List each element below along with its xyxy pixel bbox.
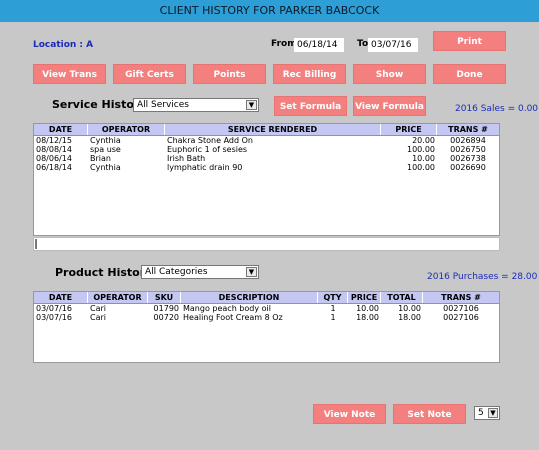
cell-date: 08/12/15 — [36, 136, 72, 145]
cell-operator: Cynthia — [90, 163, 121, 172]
window-title: CLIENT HISTORY FOR PARKER BABCOCK — [159, 4, 380, 17]
service-filter-value: All Services — [137, 100, 189, 110]
cell-sku: 00720 — [153, 313, 179, 322]
to-label: To — [357, 39, 369, 49]
cell-total: 10.00 — [398, 304, 421, 313]
window-title-bar: CLIENT HISTORY FOR PARKER BABCOCK — [0, 0, 539, 22]
product-col-qty: QTY — [318, 292, 348, 303]
service-filter-select[interactable]: All Services ▼ — [133, 98, 259, 112]
cell-qty: 1 — [330, 304, 336, 313]
chevron-down-icon: ▼ — [246, 100, 257, 110]
cell-trans: 0026690 — [450, 163, 486, 172]
service-col-service: SERVICE RENDERED — [165, 124, 381, 135]
product-col-operator: OPERATOR — [88, 292, 148, 303]
view-note-button[interactable]: View Note — [313, 404, 386, 424]
set-formula-button[interactable]: Set Formula — [274, 96, 347, 116]
cell-trans: 0027106 — [443, 313, 479, 322]
service-col-trans: TRANS # — [448, 125, 488, 134]
cell-operator: Brian — [90, 154, 111, 163]
cell-price: 10.00 — [356, 304, 379, 313]
chevron-down-icon: ▼ — [246, 267, 257, 277]
cell-operator: Cari — [90, 304, 106, 313]
table-row[interactable]: 06/18/14 Cynthia lymphatic drain 90 100.… — [34, 163, 499, 172]
table-row[interactable]: 03/07/16 Cari 00720 Healing Foot Cream 8… — [34, 313, 499, 322]
table-row[interactable]: 08/08/14 spa use Euphoric 1 of sesies 10… — [34, 145, 499, 154]
cell-price: 10.00 — [412, 154, 435, 163]
cell-description: Mango peach body oil — [183, 304, 271, 313]
gift-certs-button[interactable]: Gift Certs — [113, 64, 186, 84]
table-row[interactable]: 08/12/15 Cynthia Chakra Stone Add On 20.… — [34, 136, 499, 145]
to-date-input[interactable]: 03/07/16 — [368, 38, 418, 52]
product-col-description: DESCRIPTION — [181, 292, 318, 303]
view-trans-button[interactable]: View Trans — [33, 64, 106, 84]
service-table-scrollbar[interactable] — [33, 237, 500, 251]
service-history-table: DATE OPERATOR SERVICE RENDERED PRICE TRA… — [33, 123, 500, 236]
product-history-table: DATE OPERATOR SKU DESCRIPTION QTY PRICE … — [33, 291, 500, 363]
cell-trans: 0026738 — [450, 154, 486, 163]
product-col-price: PRICE — [348, 292, 381, 303]
cell-operator: spa use — [90, 145, 121, 154]
cell-service: Irish Bath — [167, 154, 206, 163]
cell-price: 18.00 — [356, 313, 379, 322]
service-table-header: DATE OPERATOR SERVICE RENDERED PRICE TRA… — [34, 124, 499, 136]
cell-service: lymphatic drain 90 — [167, 163, 243, 172]
product-filter-value: All Categories — [145, 267, 208, 277]
table-row[interactable]: 08/06/14 Brian Irish Bath 10.00 0026738 — [34, 154, 499, 163]
from-label: From — [271, 39, 297, 49]
from-date-input[interactable]: 06/18/14 — [294, 38, 344, 52]
show-button[interactable]: Show — [353, 64, 426, 84]
table-row[interactable]: 03/07/16 Cari 01790 Mango peach body oil… — [34, 304, 499, 313]
cell-total: 18.00 — [398, 313, 421, 322]
service-history-label: Service History — [52, 98, 147, 111]
cell-price: 100.00 — [407, 163, 435, 172]
product-table-header: DATE OPERATOR SKU DESCRIPTION QTY PRICE … — [34, 292, 499, 304]
cell-qty: 1 — [330, 313, 336, 322]
client-history-panel: Location : A From 06/18/14 To 03/07/16 P… — [0, 22, 539, 450]
print-button[interactable]: Print — [433, 31, 506, 51]
points-button[interactable]: Points — [193, 64, 266, 84]
done-button[interactable]: Done — [433, 64, 506, 84]
service-col-price: PRICE — [381, 124, 437, 135]
cell-service: Chakra Stone Add On — [167, 136, 253, 145]
product-col-sku: SKU — [148, 292, 181, 303]
service-col-date: DATE — [34, 124, 88, 135]
cell-operator: Cari — [90, 313, 106, 322]
cell-date: 03/07/16 — [36, 304, 72, 313]
cell-date: 03/07/16 — [36, 313, 72, 322]
location-label: Location : A — [33, 40, 94, 50]
note-count-select[interactable]: 5 ▼ — [474, 406, 500, 420]
cell-price: 20.00 — [412, 136, 435, 145]
cell-description: Healing Foot Cream 8 Oz — [183, 313, 283, 322]
cell-date: 08/06/14 — [36, 154, 72, 163]
product-history-label: Product History — [55, 266, 153, 279]
product-purchases-summary: 2016 Purchases = 28.00 — [427, 272, 538, 282]
product-col-date: DATE — [34, 292, 88, 303]
cell-trans: 0027106 — [443, 304, 479, 313]
cell-sku: 01790 — [153, 304, 179, 313]
service-col-operator: OPERATOR — [88, 124, 165, 135]
cell-service: Euphoric 1 of sesies — [167, 145, 248, 154]
product-col-trans: TRANS # — [441, 293, 481, 302]
cell-price: 100.00 — [407, 145, 435, 154]
chevron-down-icon: ▼ — [488, 408, 498, 418]
view-formula-button[interactable]: View Formula — [353, 96, 426, 116]
scrollbar-thumb[interactable] — [35, 239, 37, 249]
set-note-button[interactable]: Set Note — [393, 404, 466, 424]
rec-billing-button[interactable]: Rec Billing — [273, 64, 346, 84]
product-filter-select[interactable]: All Categories ▼ — [141, 265, 259, 279]
note-count-value: 5 — [478, 408, 484, 418]
cell-date: 08/08/14 — [36, 145, 72, 154]
cell-date: 06/18/14 — [36, 163, 72, 172]
cell-operator: Cynthia — [90, 136, 121, 145]
cell-trans: 0026750 — [450, 145, 486, 154]
service-sales-summary: 2016 Sales = 0.00 — [455, 104, 539, 114]
cell-trans: 0026894 — [450, 136, 486, 145]
product-col-total: TOTAL — [381, 292, 423, 303]
